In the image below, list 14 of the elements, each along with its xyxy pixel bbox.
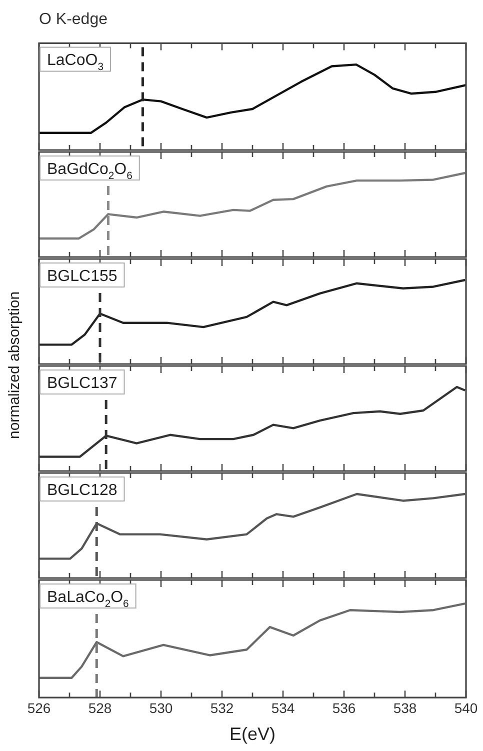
x-tick-label: 536 xyxy=(332,700,356,716)
x-tick-label: 532 xyxy=(210,700,234,716)
x-tick-label: 526 xyxy=(27,700,51,716)
x-tick-label: 538 xyxy=(393,700,417,716)
annotation: BGLC137 xyxy=(47,375,118,392)
y-axis-title: normalized absorption xyxy=(6,291,23,439)
x-tick-label: 528 xyxy=(88,700,112,716)
x-tick-label: 530 xyxy=(149,700,173,716)
annotation: BGLC128 xyxy=(47,482,118,499)
annotation: BGLC155 xyxy=(47,268,118,285)
x-axis-title: E(eV) xyxy=(229,724,276,744)
x-tick-label: 540 xyxy=(454,700,478,716)
chart-title: O K-edge xyxy=(39,11,108,28)
x-tick-label: 534 xyxy=(271,700,295,716)
